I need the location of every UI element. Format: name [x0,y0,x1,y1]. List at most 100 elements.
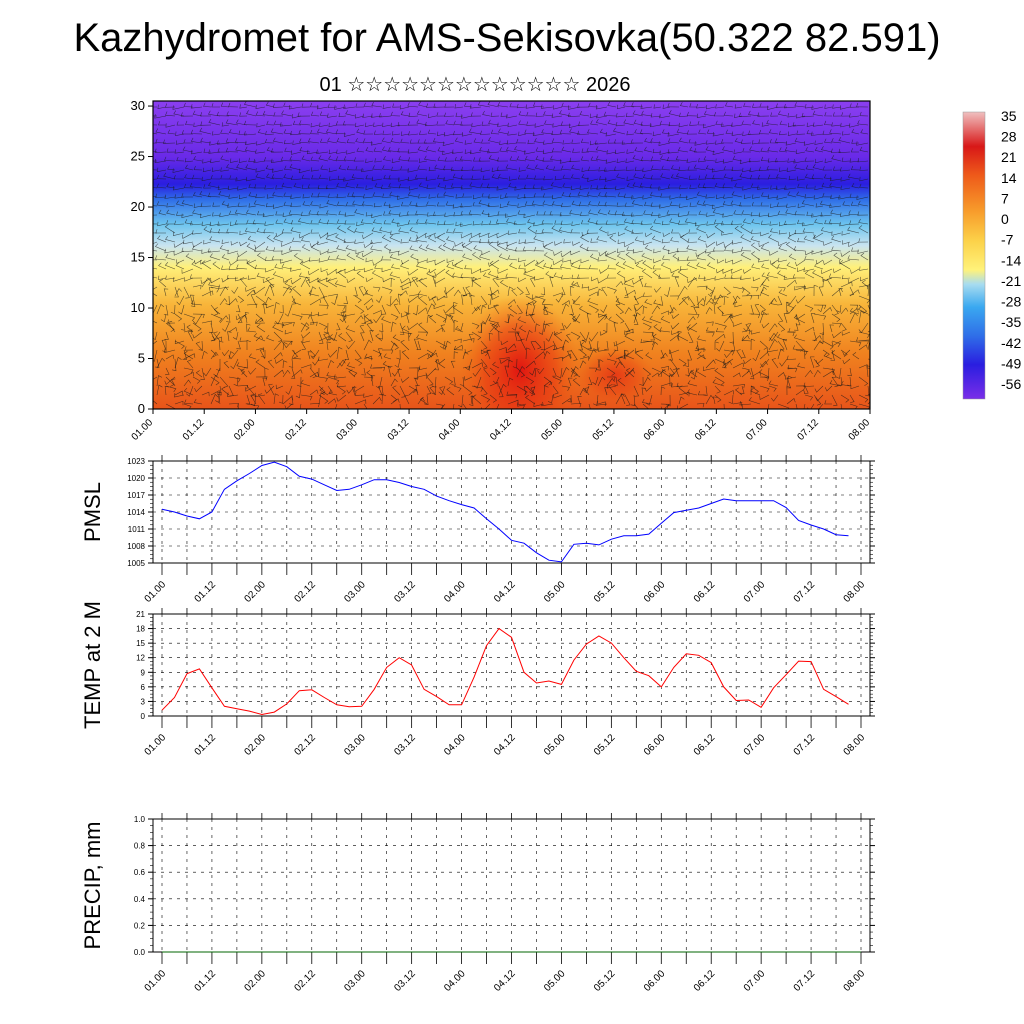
y-tick-label: 30 [131,98,145,113]
colorbar-label: -56 [1001,376,1021,392]
y-tick-label: 25 [131,149,145,164]
x-tick-label: 03.12 [392,732,418,758]
x-tick-label: 07.12 [792,968,818,994]
x-tick-label: 02.12 [283,417,309,443]
y-tick-label: 0 [141,712,146,721]
colorbar: 35 28 21 14 7 0 -7 -14 -21 -28 -35 -42 -49 -56 [962,108,1021,400]
y-tick-label: 1.0 [134,815,146,824]
x-tick-label: 06.00 [642,417,668,443]
x-tick-label: 05.00 [542,968,568,994]
x-tick-label: 04.00 [442,732,468,758]
heatmap-panel: 0 5 10 15 20 25 30 01.00 01.12 02.00 02.12 03.00 03… [130,98,873,443]
x-tick-label: 01.00 [130,417,156,443]
x-tick-label: 08.00 [842,968,868,994]
x-tick-label: 03.12 [392,968,418,994]
x-tick-label: 01.12 [193,968,219,994]
y-tick-label: 5 [138,351,145,366]
x-tick-label: 05.12 [592,579,618,605]
y-tick-label: 0 [138,401,145,416]
x-tick-label: 01.00 [143,732,169,758]
colorbar-label: -28 [1001,294,1021,310]
x-tick-label: 04.12 [492,968,518,994]
y-tick-label: 18 [136,625,145,634]
x-tick-label: 07.00 [742,579,768,605]
x-tick-label: 04.00 [442,579,468,605]
colorbar-label: 7 [1001,190,1009,206]
y-tick-label: 1005 [127,559,145,568]
colorbar-label: -14 [1001,252,1021,268]
y-tick-label: 0.2 [134,921,146,930]
y-tick-label: 1008 [127,542,145,551]
x-tick-label: 04.12 [492,579,518,605]
y-tick-label: 0.4 [134,895,146,904]
heatmap-x-axis: 01.00 01.12 02.00 02.12 03.00 03.12 04.00 04.12… [130,409,872,443]
x-tick-label: 08.00 [842,732,868,758]
x-tick-label: 07.12 [795,417,821,443]
x-tick-label: 06.00 [642,732,668,758]
colorbar-label: -21 [1001,273,1021,289]
y-tick-label: 10 [131,300,145,315]
x-tick-label: 04.12 [488,417,514,443]
x-tick-label: 03.00 [342,732,368,758]
x-tick-label: 07.12 [792,732,818,758]
x-tick-label: 01.00 [143,579,169,605]
x-tick-label: 02.00 [232,417,258,443]
y-axis-label: PRECIP, mm [80,822,105,950]
heatmap-hotspot [575,345,655,405]
y-tick-label: 9 [141,668,146,677]
y-tick-label: 6 [141,683,146,692]
x-tick-label: 06.12 [693,417,719,443]
x-tick-label: 05.00 [542,579,568,605]
x-tick-label: 02.12 [292,732,318,758]
x-tick-label: 04.00 [437,417,463,443]
colorbar-label: 35 [1001,108,1017,124]
x-tick-label: 05.00 [542,732,568,758]
y-tick-label: 15 [131,250,145,265]
x-tick-label: 02.12 [292,968,318,994]
y-tick-label: 1023 [127,457,145,466]
x-tick-label: 03.12 [392,579,418,605]
series-line [161,627,849,716]
x-tick-label: 02.12 [292,579,318,605]
y-tick-label: 15 [136,639,145,648]
x-tick-label: 05.12 [592,732,618,758]
x-tick-label: 05.00 [539,417,565,443]
x-tick-label: 02.00 [243,968,269,994]
x-tick-label: 04.12 [492,732,518,758]
y-tick-label: 3 [141,697,146,706]
colorbar-label: -7 [1001,232,1014,248]
colorbar-label: -42 [1001,335,1021,351]
colorbar-labels: 35 28 21 14 7 0 -7 -14 -21 -28 -35 -42 -49 -56 [1001,108,1021,392]
y-tick-label: 12 [136,654,145,663]
y-tick-label: 1011 [128,525,146,534]
x-tick-label: 01.12 [181,417,207,443]
x-tick-label: 08.00 [842,579,868,605]
y-tick-label: 1014 [127,508,145,517]
y-tick-label: 21 [136,610,145,619]
x-tick-label: 03.00 [335,417,361,443]
x-tick-label: 07.00 [742,732,768,758]
x-tick-label: 06.00 [642,579,668,605]
x-tick-label: 07.00 [742,968,768,994]
x-tick-label: 05.12 [592,968,618,994]
chart-subtitle: 01 ☆☆☆☆☆☆☆☆☆☆☆☆☆ 2026 [319,74,631,96]
x-tick-label: 06.12 [692,732,718,758]
chart-title: Kazhydromet for AMS-Sekisovka(50.322 82.… [73,16,941,60]
colorbar-label: 0 [1001,211,1009,227]
x-tick-label: 05.12 [591,417,617,443]
y-tick-label: 0.0 [134,948,146,957]
precip-panel: 1.0 0.8 0.6 0.4 0.2 0.0 01.00 01.12 02.00 02.12 03… [80,813,875,994]
x-tick-label: 04.00 [442,968,468,994]
wind-barbs [153,101,870,409]
colorbar-label: -35 [1001,314,1021,330]
x-tick-label: 03.12 [386,417,412,443]
x-tick-label: 07.00 [744,417,770,443]
x-tick-label: 01.12 [193,732,219,758]
colorbar-label: 21 [1001,149,1017,165]
y-tick-label: 1017 [127,491,145,500]
colorbar-ramp [962,111,986,400]
x-tick-label: 06.12 [692,968,718,994]
y-tick-label: 0.6 [134,868,146,877]
pmsl-panel: 1023 1020 1017 1014 1011 1008 1005 01.00 01.12 02… [80,455,875,605]
